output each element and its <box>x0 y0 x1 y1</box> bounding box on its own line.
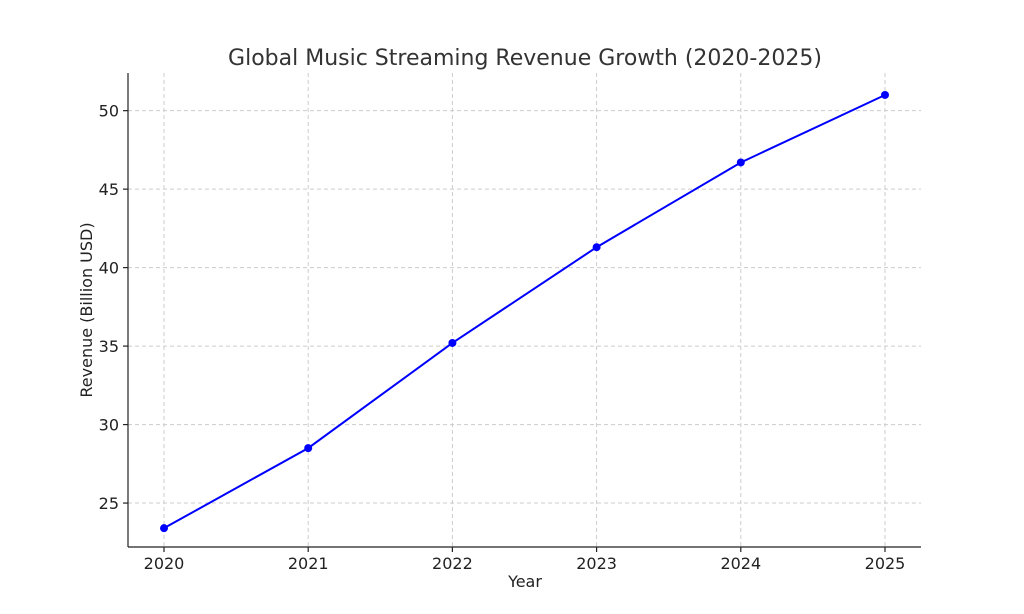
x-tick-label: 2023 <box>576 554 617 573</box>
x-tick-label: 2025 <box>865 554 906 573</box>
x-tick-label: 2024 <box>720 554 761 573</box>
data-point <box>304 444 313 453</box>
chart-title: Global Music Streaming Revenue Growth (2… <box>228 46 822 71</box>
x-axis-label: Year <box>507 572 542 591</box>
data-point <box>881 90 889 99</box>
y-tick-label: 40 <box>99 259 119 278</box>
y-tick-label: 50 <box>99 102 119 121</box>
x-tick-label: 2022 <box>432 554 473 573</box>
x-axis-ticks: 2020 2021 2022 2023 2024 2025 <box>144 547 906 573</box>
grid <box>128 73 921 547</box>
series-group <box>160 90 889 533</box>
axes <box>127 73 921 548</box>
data-point <box>448 338 457 347</box>
data-point <box>160 524 168 533</box>
data-point <box>736 158 745 167</box>
y-tick-label: 30 <box>99 416 119 435</box>
series-line <box>163 94 886 530</box>
y-tick-label: 35 <box>99 337 119 356</box>
y-tick-label: 25 <box>99 494 119 513</box>
y-tick-label: 45 <box>99 180 119 199</box>
x-tick-label: 2020 <box>144 554 185 573</box>
x-tick-label: 2021 <box>288 554 329 573</box>
data-point <box>592 243 601 252</box>
y-axis-ticks: 25 30 35 40 45 50 <box>99 102 128 513</box>
y-axis-label: Revenue (Billion USD) <box>77 222 96 397</box>
